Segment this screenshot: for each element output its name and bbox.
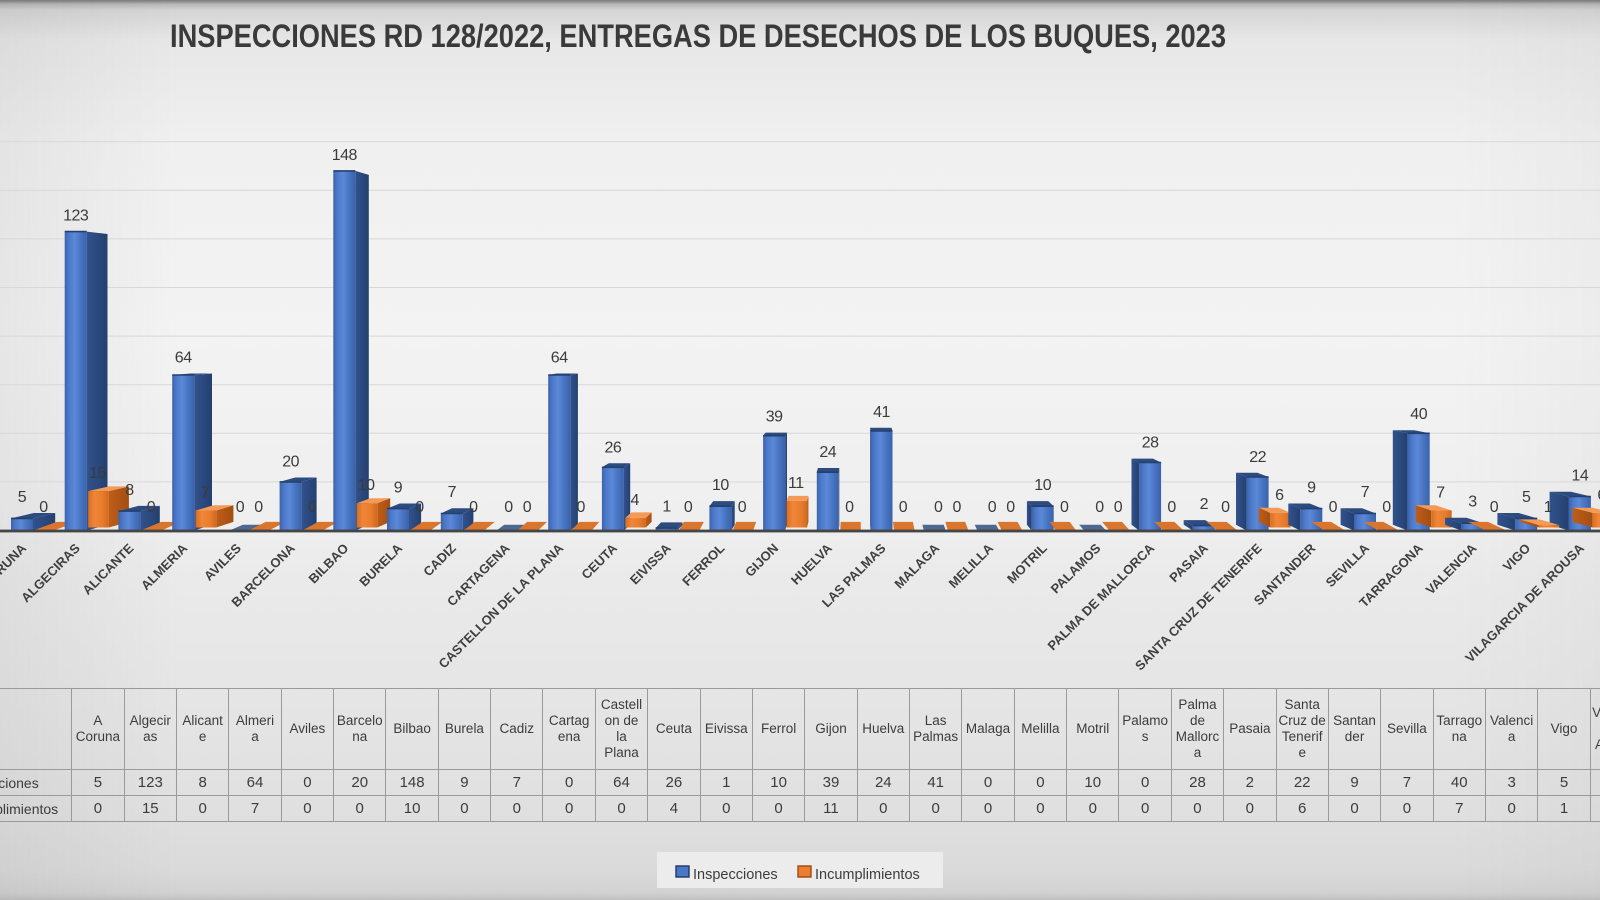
- svg-text:0: 0: [845, 499, 854, 516]
- svg-text:64: 64: [175, 350, 192, 367]
- svg-text:0: 0: [1167, 499, 1176, 516]
- svg-text:1: 1: [662, 498, 671, 515]
- svg-text:10: 10: [1034, 477, 1051, 494]
- svg-text:MOTRIL: MOTRIL: [1004, 540, 1050, 586]
- svg-text:MELILLA: MELILLA: [946, 540, 997, 591]
- svg-text:7: 7: [1436, 485, 1445, 502]
- svg-text:VALENCIA: VALENCIA: [1423, 540, 1480, 597]
- svg-text:MALAGA: MALAGA: [891, 540, 942, 591]
- svg-text:ALMERIA: ALMERIA: [138, 540, 191, 593]
- svg-text:BILBAO: BILBAO: [306, 541, 352, 587]
- svg-text:0: 0: [988, 499, 997, 516]
- svg-text:0: 0: [1060, 499, 1069, 516]
- svg-text:5: 5: [18, 489, 27, 506]
- svg-text:7: 7: [201, 485, 210, 502]
- svg-text:0: 0: [1329, 499, 1338, 516]
- svg-text:6: 6: [1597, 487, 1600, 504]
- svg-text:1: 1: [1544, 499, 1553, 516]
- svg-text:22: 22: [1249, 449, 1266, 466]
- svg-text:148: 148: [332, 147, 358, 164]
- svg-text:39: 39: [766, 409, 783, 426]
- svg-text:CEUTA: CEUTA: [578, 540, 620, 582]
- svg-text:0: 0: [308, 499, 317, 516]
- svg-text:7: 7: [1361, 484, 1370, 501]
- svg-text:0: 0: [415, 499, 424, 516]
- svg-text:3: 3: [1468, 494, 1477, 511]
- svg-text:24: 24: [819, 444, 836, 461]
- svg-text:26: 26: [605, 439, 622, 456]
- svg-text:0: 0: [1114, 499, 1123, 516]
- svg-text:2: 2: [1200, 496, 1209, 513]
- svg-text:0: 0: [39, 499, 48, 516]
- svg-text:64: 64: [551, 350, 568, 367]
- svg-text:CADIZ: CADIZ: [420, 540, 459, 579]
- svg-text:123: 123: [63, 208, 89, 225]
- svg-text:11: 11: [788, 475, 804, 492]
- svg-text:0: 0: [1382, 499, 1391, 516]
- svg-text:0: 0: [952, 499, 961, 516]
- svg-text:PALAMOS: PALAMOS: [1048, 540, 1104, 596]
- svg-text:14: 14: [1572, 468, 1589, 485]
- svg-text:10: 10: [712, 477, 729, 494]
- svg-text:PASAIA: PASAIA: [1166, 540, 1211, 585]
- svg-text:0: 0: [1095, 499, 1104, 516]
- svg-text:4: 4: [630, 492, 639, 509]
- svg-text:VIGO: VIGO: [1500, 541, 1534, 575]
- svg-text:7: 7: [448, 484, 457, 501]
- svg-text:Inspecciones: Inspecciones: [693, 867, 778, 883]
- svg-text:0: 0: [899, 499, 908, 516]
- svg-text:0: 0: [684, 499, 693, 516]
- svg-text:INSPECCIONES RD 128/2022, ENTR: INSPECCIONES RD 128/2022, ENTREGAS DE DE…: [170, 18, 1226, 54]
- svg-text:0: 0: [469, 499, 478, 516]
- svg-text:0: 0: [236, 499, 245, 516]
- svg-text:9: 9: [394, 480, 403, 497]
- svg-text:10: 10: [358, 477, 375, 494]
- svg-text:BURELA: BURELA: [356, 540, 405, 589]
- svg-text:0: 0: [934, 499, 943, 516]
- svg-text:0: 0: [1006, 499, 1015, 516]
- svg-text:0: 0: [523, 499, 532, 516]
- svg-text:FERROL: FERROL: [679, 540, 727, 588]
- svg-text:HUELVA: HUELVA: [788, 540, 835, 587]
- svg-text:0: 0: [504, 499, 513, 516]
- svg-text:0: 0: [1490, 499, 1499, 516]
- svg-text:0: 0: [1221, 499, 1230, 516]
- svg-text:AVILES: AVILES: [201, 540, 244, 583]
- svg-text:28: 28: [1142, 435, 1159, 452]
- svg-text:0: 0: [738, 499, 747, 516]
- svg-text:15: 15: [89, 465, 106, 482]
- svg-text:GIJON: GIJON: [742, 541, 781, 580]
- svg-text:5: 5: [1522, 489, 1531, 506]
- svg-text:41: 41: [873, 404, 890, 421]
- svg-text:6: 6: [1275, 487, 1284, 504]
- svg-text:ALICANTE: ALICANTE: [79, 540, 136, 597]
- svg-text:9: 9: [1307, 480, 1316, 497]
- svg-text:8: 8: [125, 482, 134, 499]
- svg-text:0: 0: [147, 499, 156, 516]
- svg-text:0: 0: [254, 499, 263, 516]
- svg-text:PALMA DE MALLORCA: PALMA DE MALLORCA: [1044, 540, 1157, 653]
- svg-text:40: 40: [1410, 406, 1427, 423]
- svg-text:EIVISSA: EIVISSA: [627, 540, 674, 587]
- svg-text:0: 0: [576, 499, 585, 516]
- svg-text:Incumplimientos: Incumplimientos: [815, 867, 920, 883]
- svg-text:SEVILLA: SEVILLA: [1323, 540, 1373, 590]
- svg-text:20: 20: [282, 454, 299, 471]
